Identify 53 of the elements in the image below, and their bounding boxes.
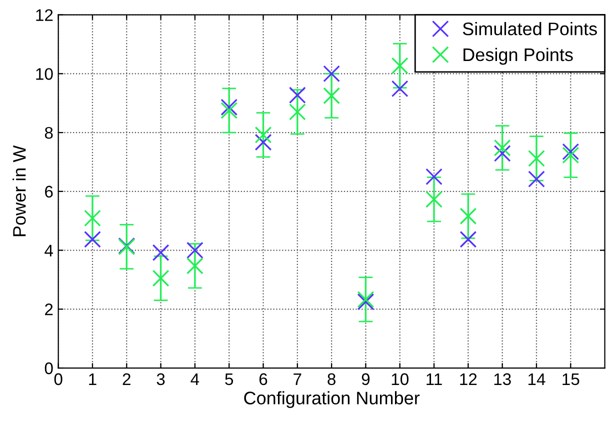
point	[494, 139, 511, 156]
y-axis-title: Power in W	[12, 145, 26, 236]
x-tick-label: 6	[259, 373, 268, 386]
x-tick-label: 9	[362, 373, 370, 386]
point	[528, 150, 545, 167]
point	[254, 126, 272, 144]
x-tick-label: 3	[156, 373, 165, 386]
y-tick-label: 8	[44, 126, 53, 139]
x-tick-label: 10	[392, 373, 408, 386]
point	[460, 208, 477, 225]
x-tick-label: 2	[122, 373, 130, 385]
y-tick-label: 10	[36, 68, 53, 80]
point	[220, 98, 238, 116]
x-tick-label: 15	[562, 373, 580, 386]
x-tick-label: 7	[294, 373, 302, 385]
point	[84, 230, 101, 248]
legend-label: Simulated Points	[462, 22, 597, 36]
x-axis-title: Configuration Number	[244, 391, 420, 408]
x-tick-label: 14	[528, 373, 546, 385]
point	[288, 86, 306, 104]
x-tick-label: 0	[54, 373, 62, 386]
y-tick-label: 4	[44, 244, 53, 256]
y-tick-label: 2	[45, 304, 53, 316]
point	[562, 146, 580, 164]
point	[152, 244, 170, 262]
point	[186, 242, 204, 259]
x-tick-label: 4	[190, 373, 200, 385]
point	[152, 270, 170, 287]
point	[494, 144, 511, 162]
point	[426, 190, 442, 208]
y-tick-label: 12	[36, 9, 53, 21]
x-tick-label: 11	[426, 373, 442, 385]
y-tick-label: 6	[45, 186, 53, 198]
point	[562, 143, 580, 160]
point	[426, 168, 442, 186]
point	[323, 87, 340, 104]
point	[391, 57, 408, 74]
point	[288, 103, 306, 120]
x-tick-label: 12	[460, 373, 477, 385]
x-tick-label: 13	[494, 373, 511, 386]
x-tick-label: 8	[328, 373, 336, 386]
point	[460, 230, 477, 248]
point	[323, 65, 340, 82]
point	[84, 210, 101, 227]
legend-label: Design Points	[464, 48, 573, 65]
point	[528, 170, 545, 188]
x-tick-label: 1	[89, 373, 96, 385]
point	[220, 102, 238, 119]
x-tick-label: 5	[225, 373, 234, 386]
y-tick-label: 0	[44, 362, 53, 374]
point	[254, 134, 272, 151]
point	[391, 80, 408, 98]
point	[186, 257, 204, 274]
